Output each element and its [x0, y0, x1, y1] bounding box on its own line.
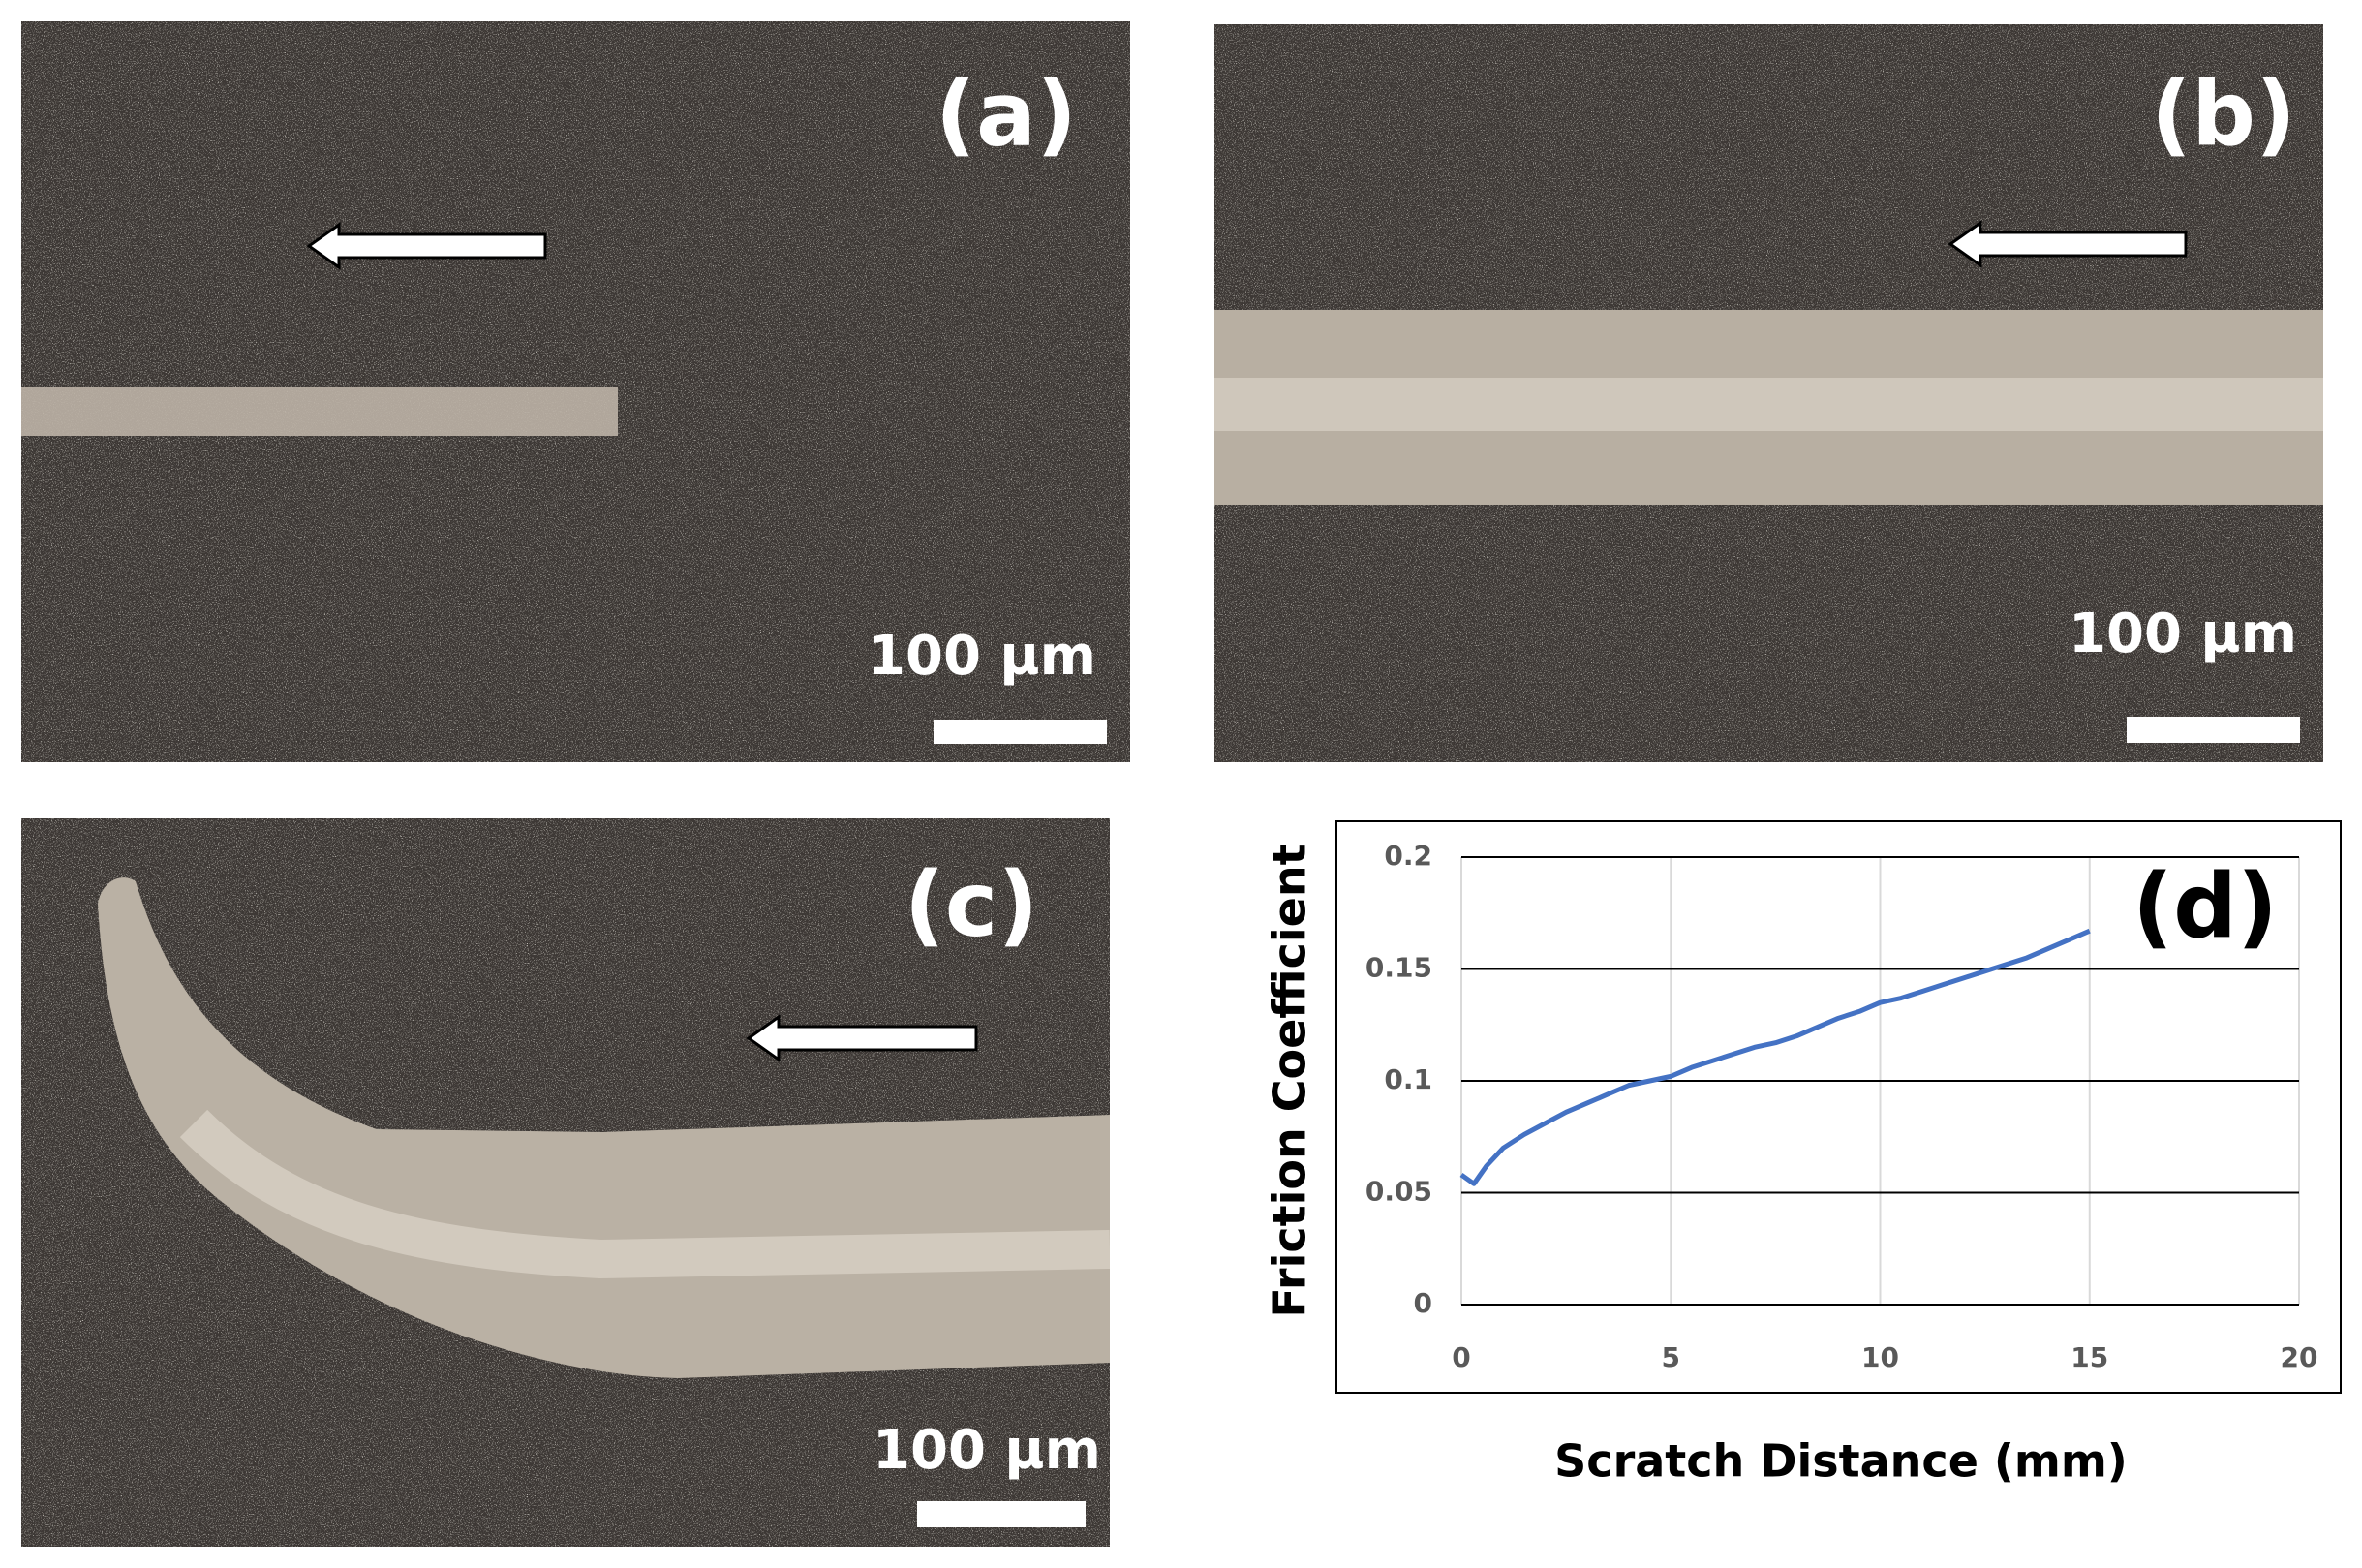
- data-line: [1459, 928, 2091, 1186]
- panel-label: (a): [936, 62, 1077, 166]
- x-tick-label: 20: [2281, 1341, 2318, 1373]
- scale-bar-label: 100 µm: [873, 1419, 1101, 1482]
- y-axis-title: Friction Coefficient: [1264, 844, 1316, 1317]
- micrograph-a: [21, 21, 1130, 762]
- y-tick-label: 0.15: [1365, 952, 1432, 984]
- panel-label: (c): [905, 852, 1039, 956]
- chart-frame: [1335, 820, 2342, 1394]
- micrograph-b: [1214, 24, 2323, 762]
- panel-label: (d): [2132, 854, 2278, 958]
- scale-bar: [2127, 717, 2300, 743]
- x-tick-label: 10: [1861, 1341, 1899, 1373]
- plot-area: 0 5 10 15 20 0 0.05 0.1 0.15 0.2: [1365, 840, 2318, 1373]
- x-tick-label: 5: [1662, 1341, 1680, 1373]
- arrow: [306, 222, 547, 270]
- scale-bar: [934, 720, 1107, 744]
- arrow: [1948, 220, 2188, 268]
- y-tick-label: 0: [1414, 1287, 1432, 1319]
- y-tick-label: 0.2: [1384, 840, 1432, 872]
- scale-bar: [917, 1501, 1086, 1527]
- x-tick-label: 0: [1452, 1341, 1470, 1373]
- y-tick-label: 0.1: [1384, 1063, 1432, 1095]
- panel-label: (b): [2151, 62, 2296, 166]
- y-tick-label: 0.05: [1365, 1176, 1432, 1208]
- micrograph-c: [21, 818, 1110, 1547]
- scale-bar-label: 100 µm: [2069, 602, 2297, 665]
- x-axis-title: Scratch Distance (mm): [1554, 1435, 2128, 1488]
- arrow: [746, 1014, 978, 1062]
- scale-bar-label: 100 µm: [868, 625, 1096, 688]
- x-tick-label: 15: [2071, 1341, 2108, 1373]
